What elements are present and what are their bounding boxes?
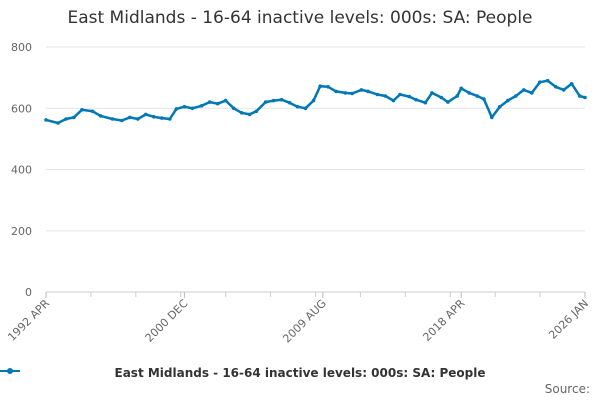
data-point [475, 94, 480, 98]
data-point [439, 95, 444, 100]
data-point [182, 104, 187, 109]
data-point [514, 94, 518, 98]
data-point [144, 112, 148, 117]
y-tick-label: 200 [11, 225, 32, 238]
data-point [482, 97, 486, 101]
data-point [223, 98, 228, 103]
legend-swatch-icon [0, 368, 20, 374]
legend-label: East Midlands - 16-64 inactive levels: 0… [114, 366, 486, 380]
data-point [136, 117, 140, 121]
data-point [545, 78, 550, 83]
data-point [254, 109, 259, 114]
data-point [414, 97, 418, 102]
data-point [231, 106, 236, 111]
data-point [56, 121, 60, 125]
data-point [569, 82, 574, 86]
data-point [583, 95, 587, 100]
data-point [343, 91, 348, 95]
data-point [366, 89, 370, 94]
x-tick-label: 2018 APR [420, 297, 467, 344]
series-line [45, 79, 586, 125]
data-point [303, 106, 308, 111]
x-tick-label: 2009 AUG [280, 297, 329, 346]
data-point [64, 117, 68, 121]
data-point [383, 94, 388, 98]
y-tick-label: 400 [11, 164, 32, 177]
data-point [407, 94, 412, 99]
data-point [334, 89, 338, 94]
data-point [190, 106, 195, 111]
data-point [120, 118, 124, 123]
data-point [160, 116, 164, 120]
legend[interactable]: East Midlands - 16-64 inactive levels: 0… [0, 366, 600, 380]
data-point [152, 115, 156, 119]
data-point [128, 115, 132, 120]
data-point [98, 114, 103, 118]
data-point [498, 104, 502, 109]
data-point [287, 100, 292, 105]
data-point [430, 91, 434, 95]
data-point [391, 98, 396, 103]
data-point [553, 85, 558, 89]
data-point [239, 111, 244, 115]
data-point [174, 107, 179, 111]
source-label: Source: [544, 382, 590, 396]
data-point [506, 98, 510, 103]
y-tick-label: 0 [25, 286, 32, 299]
data-point [110, 117, 115, 121]
data-point [467, 91, 472, 95]
data-point [375, 92, 380, 97]
data-point [311, 98, 316, 103]
data-point [199, 104, 204, 108]
x-tick-label: 1992 APR [5, 297, 52, 344]
data-point [577, 94, 582, 98]
x-tick-label: 2026 JAN [546, 297, 591, 342]
x-tick-label: 2000 DEC [143, 297, 191, 345]
data-point [530, 91, 534, 95]
series-points [44, 78, 587, 125]
data-point [279, 97, 284, 102]
data-point [90, 109, 95, 114]
chart-title: East Midlands - 16-64 inactive levels: 0… [67, 8, 533, 28]
data-point [359, 88, 364, 92]
data-point [318, 84, 323, 88]
data-point [398, 92, 402, 97]
y-tick-label: 600 [11, 102, 32, 115]
data-point [522, 88, 526, 92]
data-point [72, 115, 76, 120]
data-point [455, 94, 460, 98]
data-point [490, 115, 494, 120]
data-point [538, 80, 542, 84]
data-point [446, 100, 450, 104]
data-point [215, 101, 220, 106]
data-point [561, 88, 566, 92]
data-point [459, 86, 464, 91]
data-point [207, 100, 212, 104]
data-point [326, 85, 330, 89]
y-tick-label: 800 [11, 41, 32, 54]
data-point [44, 118, 48, 122]
data-point [263, 100, 268, 104]
data-point [271, 98, 276, 103]
data-point [350, 91, 354, 96]
data-point [168, 117, 172, 121]
data-point [247, 112, 252, 117]
data-point [423, 100, 428, 105]
data-point [80, 108, 84, 112]
data-point [295, 104, 300, 109]
